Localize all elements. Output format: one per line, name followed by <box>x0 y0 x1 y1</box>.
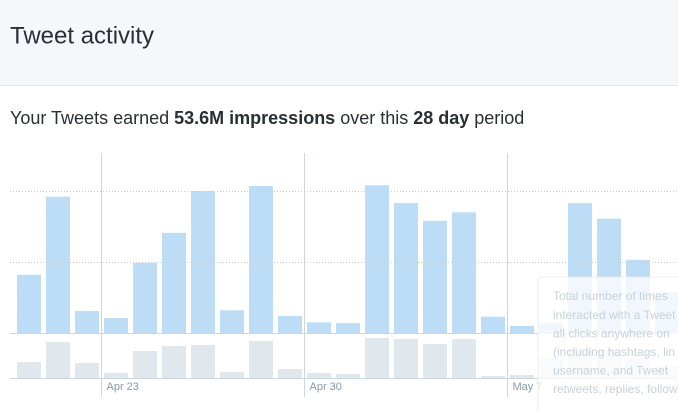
engagements-bar <box>365 338 389 378</box>
summary: Your Tweets earned 53.6M impressions ove… <box>10 108 524 128</box>
tooltip-text: Total number of times <box>553 289 668 303</box>
impressions-bar <box>394 203 418 333</box>
summary-text: over this <box>335 108 413 128</box>
impressions-bar <box>75 310 99 333</box>
engagements-bar <box>307 373 331 378</box>
x-tick-label: May 7 <box>513 381 543 393</box>
summary-impressions: 53.6M impressions <box>174 108 335 128</box>
header-title: Tweet activity <box>10 22 154 49</box>
engagements-bar <box>336 374 360 378</box>
tooltip-text: (including hashtags, lin <box>553 345 675 359</box>
impressions-bar <box>481 316 505 333</box>
engagements-bar <box>133 351 157 378</box>
engagements-bar <box>481 376 505 378</box>
impressions-bar <box>249 186 273 333</box>
engagements-bar <box>191 345 215 378</box>
impressions-bar <box>133 262 157 333</box>
engagements-bar <box>423 344 447 378</box>
engagements-bar <box>510 375 534 378</box>
summary-period: 28 day <box>413 108 469 128</box>
impressions-bar <box>452 212 476 333</box>
engagements-bar <box>104 373 128 378</box>
impressions-bar <box>220 310 244 333</box>
impressions-bar <box>423 220 447 333</box>
tooltip-text: all clicks anywhere on <box>553 326 670 340</box>
impressions-bar <box>46 196 70 333</box>
engagements-bar <box>17 362 41 378</box>
impressions-bar <box>162 232 186 333</box>
impressions-bar <box>510 325 534 333</box>
impressions-bar <box>365 185 389 333</box>
tooltip: Total number of times interacted with a T… <box>537 276 678 411</box>
engagements-bar <box>452 339 476 378</box>
tooltip-text: username, and Tweet <box>553 364 669 378</box>
tooltip-text: retweets, replies, follow <box>553 382 678 396</box>
x-tick-label: Apr 30 <box>310 381 342 393</box>
impressions-bar <box>278 315 302 333</box>
engagements-bar <box>220 372 244 378</box>
header-bg <box>0 0 678 85</box>
summary-text: Your Tweets earned <box>10 108 174 128</box>
impressions-bar <box>336 323 360 333</box>
tooltip-box <box>537 276 678 411</box>
impressions-bar <box>307 322 331 333</box>
engagements-bar <box>278 369 302 378</box>
impressions-bar <box>104 318 128 333</box>
summary-text: period <box>469 108 524 128</box>
engagements-bar <box>75 363 99 378</box>
impressions-bar <box>17 274 41 333</box>
engagements-bar <box>249 341 273 378</box>
tooltip-text: interacted with a Tweet <box>553 308 676 322</box>
engagements-bar <box>394 339 418 378</box>
engagements-bar <box>46 342 70 378</box>
x-tick-label: Apr 23 <box>107 381 139 393</box>
engagements-bar <box>162 346 186 378</box>
